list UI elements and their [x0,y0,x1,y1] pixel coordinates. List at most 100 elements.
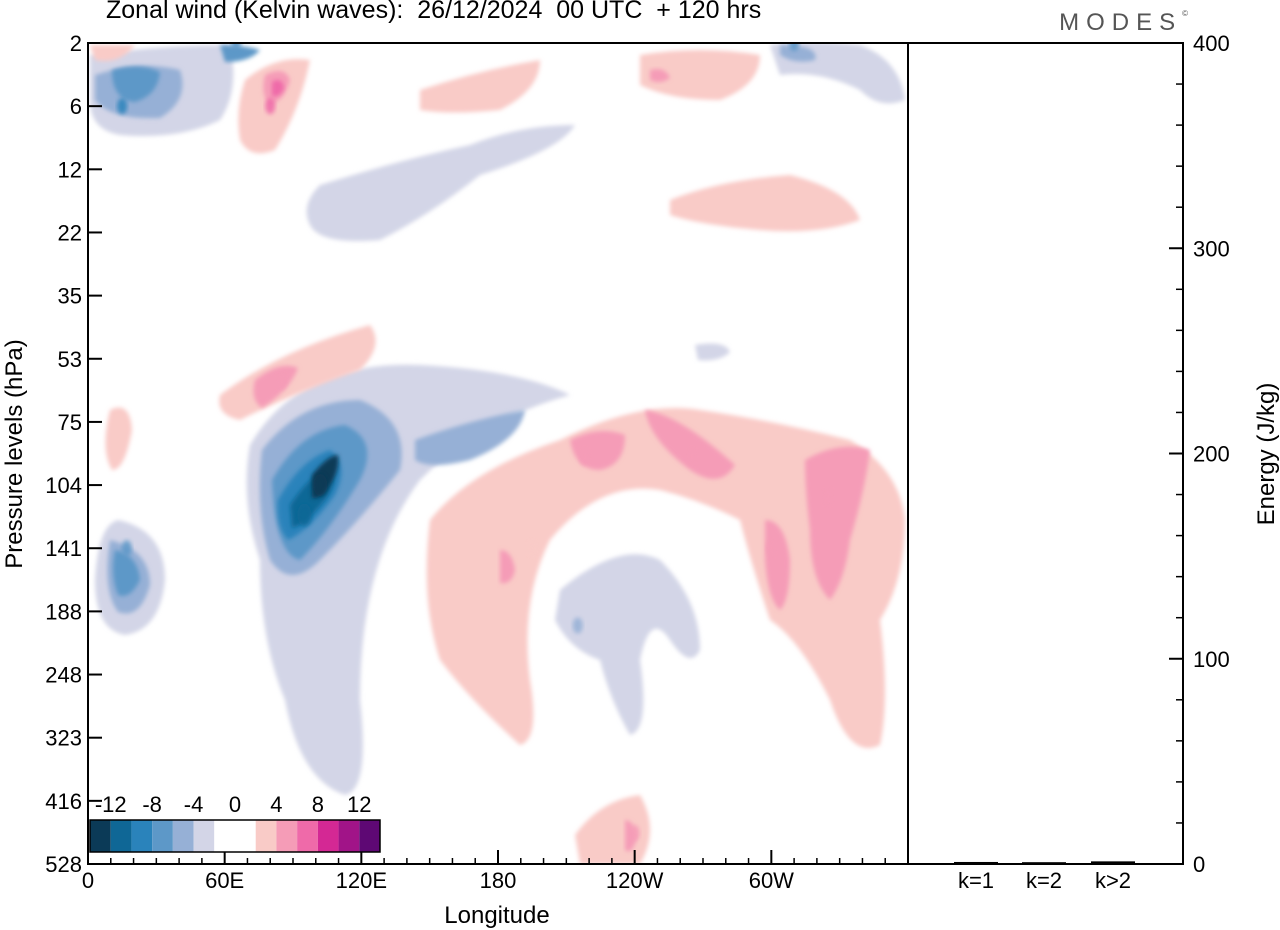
energy-tick-label-2: 200 [1193,442,1230,467]
contour-region-10 [415,410,525,465]
legend-swatch-3 [152,820,173,852]
y-tick-label-6: 75 [58,410,82,435]
contour-region-4 [555,554,700,735]
y-tick-label-3: 22 [58,220,82,245]
legend-swatch-12 [338,820,360,852]
contour-core-5 [789,43,800,51]
legend-label-0: -12 [95,792,127,817]
x-axis: 0 60E 120E 180 120W 60W [82,850,886,893]
y-tick-label-13: 528 [45,852,82,877]
contour-core-10 [823,488,834,505]
energy-category-label-1: k=2 [1026,868,1062,893]
contour-core-0 [313,473,328,497]
legend-swatch-9 [276,820,298,852]
energy-tick-label-4: 400 [1193,31,1230,56]
copyright-mark: © [1182,9,1188,18]
legend-label-6: 12 [347,792,371,817]
x-tick-label-2: 120E [336,868,387,893]
contour-region-19 [426,408,905,748]
x-tick-label-3: 180 [480,868,517,893]
energy-panel: 0 100 200 300 400 k=1 k=2 k>2 [954,31,1230,893]
legend-label-2: -4 [184,792,204,817]
legend-swatch-1 [110,820,132,852]
contour-core-7 [276,373,287,390]
legend-swatch-4 [172,820,194,852]
legend-swatch-5 [193,820,215,852]
contour-core-8 [579,449,590,466]
y-tick-label-2: 12 [58,157,82,182]
contour-region-15 [220,45,260,62]
contour-core-13 [527,540,538,557]
contour-region-14 [113,550,140,596]
energy-bar-1 [1022,862,1066,865]
contour-region-34 [500,550,515,584]
y-tick-label-10: 248 [45,663,82,688]
energy-axis-label: Energy (J/kg) [1253,383,1280,526]
contour-fill-layer [90,43,905,864]
contour-core-9 [686,449,697,466]
contour-region-37 [272,80,284,97]
contour-region-11 [780,45,816,62]
contour-region-6 [695,343,730,361]
legend-label-4: 4 [270,792,282,817]
energy-bar-2 [1091,861,1135,864]
contour-region-30 [805,446,870,600]
energy-axes-box [907,42,1184,865]
legend-swatch-13 [359,820,380,852]
contour-region-3 [306,125,575,241]
x-tick-label-1: 60E [205,868,244,893]
contour-region-24 [670,175,860,232]
legend-swatch-7 [235,820,256,852]
chart-title: Zonal wind (Kelvin waves): 26/12/2024 00… [106,0,762,24]
y-tick-label-0: 2 [70,31,82,56]
y-tick-label-8: 141 [45,536,82,561]
contour-core-1 [297,503,312,526]
y-tick-label-11: 323 [45,726,82,751]
energy-tick-label-0: 0 [1193,852,1205,877]
energy-category-label-0: k=1 [958,868,994,893]
brand-text: MODES [1059,9,1183,36]
legend-swatch-6 [214,820,235,852]
y-axis-label: Pressure levels (hPa) [1,339,28,568]
energy-bar-0 [954,861,998,864]
y-tick-label-5: 53 [58,347,82,372]
contour-region-27 [105,407,132,470]
legend-box [89,819,381,853]
y-tick-label-4: 35 [58,284,82,309]
contour-region-22 [420,60,540,113]
contour-region-13 [112,66,160,102]
x-tick-label-5: 60W [749,868,794,893]
contour-region-29 [645,410,735,479]
y-axis: 2 6 12 22 35 53 75 104 141 188 248 323 416 528 [45,31,102,877]
contour-region-23 [640,50,760,100]
contour-core-4 [231,43,242,51]
energy-tick-label-1: 100 [1193,647,1230,672]
contour-region-26 [90,45,135,61]
x-tick-label-4: 120W [606,868,664,893]
legend-swatch-8 [255,820,277,852]
color-legend: -12 -8 -4 0 4 8 12 [89,792,381,853]
legend-label-1: -8 [142,792,162,817]
x-tick-label-0: 0 [82,868,94,893]
contour-core-11 [766,540,777,557]
contour-core-2 [121,540,132,557]
legend-swatch-0 [90,820,111,852]
energy-tick-label-3: 300 [1193,236,1230,261]
legend-label-5: 8 [312,792,324,817]
x-axis-label: Longitude [444,902,549,929]
energy-category-label-2: k>2 [1095,868,1131,893]
brand-logo: MODES© [1059,9,1188,37]
contour-core-6 [265,98,276,115]
y-tick-label-12: 416 [45,789,82,814]
contour-region-32 [253,365,298,408]
y-tick-label-7: 104 [45,473,82,498]
contour-core-14 [572,617,583,634]
legend-swatch-10 [297,820,318,852]
legend-swatch-11 [317,820,339,852]
legend-swatch-2 [131,820,153,852]
y-tick-label-1: 6 [70,94,82,119]
contour-region-36 [650,69,670,83]
contour-core-12 [629,825,640,842]
y-tick-label-9: 188 [45,599,82,624]
